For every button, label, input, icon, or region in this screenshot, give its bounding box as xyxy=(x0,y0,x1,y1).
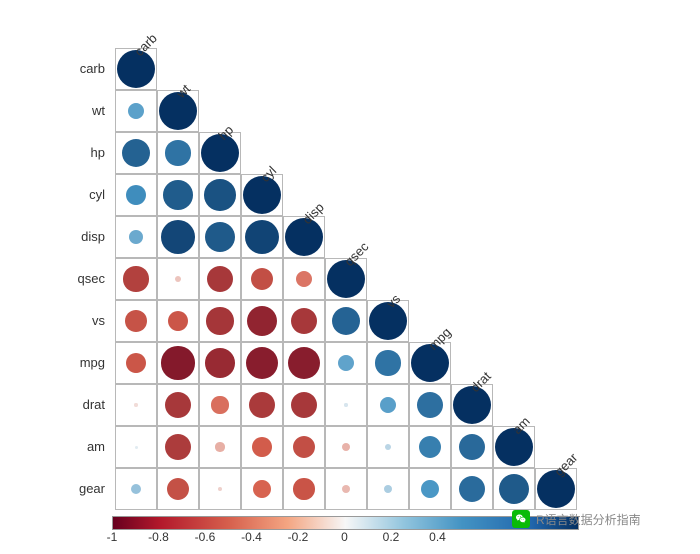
row-label-disp: disp xyxy=(81,229,105,244)
circle-gear-am xyxy=(499,474,529,504)
circle-mpg-disp xyxy=(288,347,320,379)
circle-mpg-qsec xyxy=(338,355,354,371)
circle-disp-hp xyxy=(205,222,235,252)
colorbar-gradient xyxy=(112,516,579,530)
circle-cyl-carb xyxy=(126,185,146,205)
circle-vs-carb xyxy=(125,310,147,332)
circle-am-cyl xyxy=(252,437,272,457)
circle-mpg-vs xyxy=(375,350,400,375)
circle-mpg-wt xyxy=(161,346,194,379)
circle-drat-carb xyxy=(134,403,137,406)
circle-cyl-cyl xyxy=(243,176,281,214)
circle-drat-drat xyxy=(453,386,491,424)
colorbar-tick: 0.4 xyxy=(429,530,446,544)
circle-gear-qsec xyxy=(342,485,350,493)
row-label-wt: wt xyxy=(92,103,105,118)
circle-gear-mpg xyxy=(421,480,439,498)
row-label-vs: vs xyxy=(92,313,105,328)
colorbar-tick: -0.2 xyxy=(288,530,309,544)
circle-mpg-hp xyxy=(205,348,235,378)
circle-vs-qsec xyxy=(332,307,360,335)
circle-cyl-hp xyxy=(204,179,236,211)
colorbar-tick: -1 xyxy=(107,530,118,544)
circle-am-am xyxy=(495,428,533,466)
circle-qsec-qsec xyxy=(327,260,365,298)
colorbar-tick: -0.6 xyxy=(195,530,216,544)
circle-mpg-cyl xyxy=(246,347,278,379)
circle-carb-carb xyxy=(117,50,155,88)
row-label-gear: gear xyxy=(79,481,105,496)
row-label-hp: hp xyxy=(91,145,105,160)
circle-vs-hp xyxy=(206,307,233,334)
wechat-icon xyxy=(512,510,530,528)
circle-am-hp xyxy=(215,442,224,451)
row-label-drat: drat xyxy=(83,397,105,412)
row-label-mpg: mpg xyxy=(80,355,105,370)
circle-mpg-mpg xyxy=(411,344,449,382)
circle-vs-vs xyxy=(369,302,407,340)
circle-am-carb xyxy=(135,446,138,449)
watermark: R语言数据分析指南 xyxy=(512,510,641,528)
circle-drat-hp xyxy=(211,396,228,413)
watermark-text: R语言数据分析指南 xyxy=(536,511,641,528)
circle-gear-disp xyxy=(293,478,314,499)
circle-gear-gear xyxy=(537,470,575,508)
circle-cyl-wt xyxy=(163,180,193,210)
circle-am-wt xyxy=(165,434,191,460)
row-label-am: am xyxy=(87,439,105,454)
circle-disp-disp xyxy=(285,218,323,256)
colorbar-tick: 0 xyxy=(341,530,348,544)
circle-gear-vs xyxy=(384,485,392,493)
circle-hp-wt xyxy=(165,140,190,165)
colorbar-tick: -0.4 xyxy=(241,530,262,544)
correlation-matrix: carbcarbwtwthphpcylcyldispdispqsecqsecvs… xyxy=(0,0,700,554)
circle-drat-mpg xyxy=(417,392,443,418)
circle-qsec-carb xyxy=(123,266,148,291)
circle-hp-hp xyxy=(201,134,239,172)
row-label-cyl: cyl xyxy=(89,187,105,202)
circle-gear-wt xyxy=(167,478,189,500)
colorbar-tick: -0.8 xyxy=(148,530,169,544)
row-label-carb: carb xyxy=(80,61,105,76)
circle-disp-wt xyxy=(161,220,195,254)
colorbar-tick: 0.2 xyxy=(383,530,400,544)
colorbar: -1-0.8-0.6-0.4-0.200.20.4 xyxy=(112,516,577,528)
row-label-qsec: qsec xyxy=(78,271,105,286)
circle-drat-qsec xyxy=(344,403,347,406)
circle-wt-wt xyxy=(159,92,197,130)
circle-disp-cyl xyxy=(245,220,279,254)
